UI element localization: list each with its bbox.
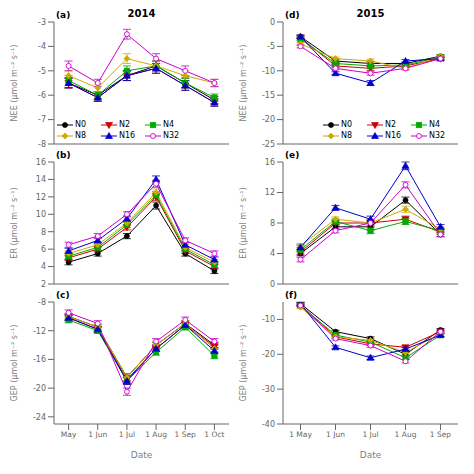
svg-text:-6: -6 [38, 91, 46, 100]
svg-text:ER (μmol m⁻² s⁻¹): ER (μmol m⁻² s⁻¹) [239, 187, 248, 258]
svg-text:16: 16 [36, 158, 46, 167]
html-text:N32: N32 [429, 131, 446, 140]
svg-text:NEE (μmol m⁻² s⁻¹): NEE (μmol m⁻² s⁻¹) [10, 45, 19, 122]
svg-text:12: 12 [265, 188, 275, 197]
svg-text:Date: Date [360, 450, 382, 460]
svg-text:-12: -12 [33, 327, 46, 336]
svg-text:GEP (μmol m⁻² s⁻¹): GEP (μmol m⁻² s⁻¹) [239, 325, 248, 402]
html-text:N4: N4 [163, 120, 175, 129]
svg-text:-15: -15 [262, 91, 275, 100]
svg-text:-16: -16 [33, 355, 46, 364]
svg-text:GEP (μmol m⁻² s⁻¹): GEP (μmol m⁻² s⁻¹) [10, 325, 19, 402]
svg-text:-10: -10 [262, 315, 275, 324]
svg-text:4: 4 [41, 262, 46, 271]
svg-text:8: 8 [41, 228, 46, 237]
svg-text:2: 2 [41, 280, 46, 288]
html-text:N16: N16 [385, 131, 402, 140]
svg-text:1 Aug: 1 Aug [395, 430, 417, 439]
html-text:N0: N0 [341, 120, 353, 129]
svg-text:4: 4 [270, 249, 275, 258]
html-text:N2: N2 [119, 120, 131, 129]
html-text:2015: 2015 [356, 8, 385, 19]
svg-text:-30: -30 [262, 385, 275, 394]
svg-text:-20: -20 [33, 384, 46, 393]
svg-text:-8: -8 [38, 298, 46, 307]
svg-text:0: 0 [270, 18, 275, 27]
svg-text:-5: -5 [267, 42, 275, 51]
svg-text:-7: -7 [38, 115, 46, 124]
svg-text:14: 14 [36, 175, 46, 184]
svg-text:-24: -24 [33, 413, 46, 422]
svg-text:0: 0 [270, 280, 275, 288]
svg-text:1 Oct: 1 Oct [204, 430, 224, 439]
svg-text:10: 10 [36, 210, 46, 219]
svg-text:-5: -5 [38, 67, 46, 76]
svg-text:1 Jun: 1 Jun [326, 430, 345, 439]
html-text:N16: N16 [119, 131, 136, 140]
html-text:(d): (d) [285, 10, 300, 20]
html-text:(e): (e) [285, 150, 300, 160]
svg-text:-25: -25 [262, 140, 275, 148]
svg-text:16: 16 [265, 158, 275, 167]
svg-text:-8: -8 [38, 140, 46, 148]
svg-text:-40: -40 [262, 420, 275, 429]
html-text:(a): (a) [56, 10, 71, 20]
html-text:(f): (f) [285, 290, 298, 300]
html-text:N8: N8 [341, 131, 353, 140]
html-text:N8: N8 [75, 131, 87, 140]
svg-text:-3: -3 [38, 18, 46, 27]
svg-text:1 Jul: 1 Jul [119, 430, 135, 439]
svg-text:1 Jun: 1 Jun [88, 430, 107, 439]
svg-text:-10: -10 [262, 67, 275, 76]
svg-text:8: 8 [270, 219, 275, 228]
html-text:N4: N4 [429, 120, 441, 129]
html-text:N32: N32 [163, 131, 180, 140]
svg-text:1 May: 1 May [289, 430, 312, 439]
svg-text:12: 12 [36, 193, 46, 202]
svg-text:1 Sep: 1 Sep [430, 430, 452, 439]
svg-text:-4: -4 [38, 42, 46, 51]
html-text:(b): (b) [56, 150, 71, 160]
html-text:N0: N0 [75, 120, 87, 129]
svg-text:6: 6 [41, 245, 46, 254]
svg-text:1 Sep: 1 Sep [175, 430, 197, 439]
html-text:N2: N2 [385, 120, 397, 129]
svg-text:NEE (μmol m⁻² s⁻¹): NEE (μmol m⁻² s⁻¹) [239, 45, 248, 122]
svg-text:Date: Date [131, 450, 153, 460]
svg-text:-20: -20 [262, 115, 275, 124]
svg-text:1 Aug: 1 Aug [145, 430, 167, 439]
html-text:2014: 2014 [127, 8, 156, 19]
html-text:(c): (c) [56, 290, 70, 300]
svg-text:-20: -20 [262, 350, 275, 359]
svg-text:May: May [61, 430, 77, 439]
svg-text:ER (μmol m⁻² s⁻¹): ER (μmol m⁻² s⁻¹) [10, 187, 19, 258]
svg-text:1 Jul: 1 Jul [362, 430, 378, 439]
